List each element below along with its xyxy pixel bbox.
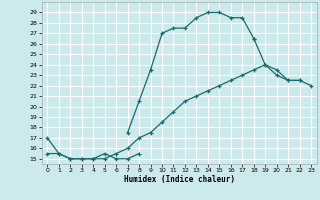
X-axis label: Humidex (Indice chaleur): Humidex (Indice chaleur) [124,175,235,184]
